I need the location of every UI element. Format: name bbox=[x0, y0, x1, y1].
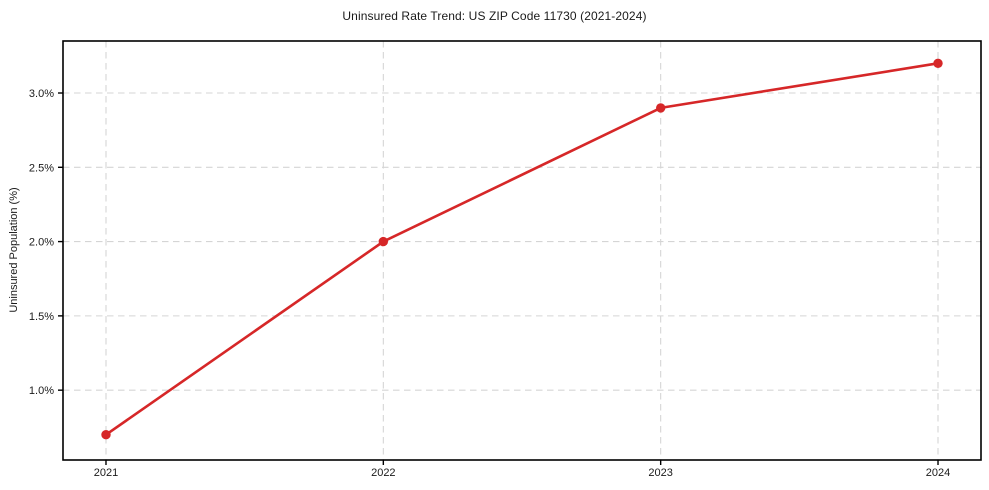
y-tick-label: 2.0% bbox=[29, 237, 54, 249]
data-point bbox=[378, 236, 388, 247]
x-tick-label: 2021 bbox=[94, 467, 118, 479]
x-tick-label: 2024 bbox=[926, 467, 950, 479]
y-tick-label: 1.0% bbox=[29, 385, 54, 397]
data-point bbox=[933, 58, 943, 68]
data-point bbox=[101, 430, 111, 440]
chart-title: Uninsured Rate Trend: US ZIP Code 11730 … bbox=[342, 9, 647, 23]
y-tick-label: 2.5% bbox=[29, 162, 54, 174]
plot-border bbox=[62, 40, 982, 461]
x-tick-label: 2022 bbox=[371, 467, 395, 479]
x-tick-label: 2023 bbox=[648, 467, 672, 479]
trend-line bbox=[104, 61, 940, 437]
y-tick-label: 3.0% bbox=[29, 88, 54, 100]
y-tick-label: 1.5% bbox=[29, 311, 54, 323]
data-point bbox=[656, 103, 666, 113]
